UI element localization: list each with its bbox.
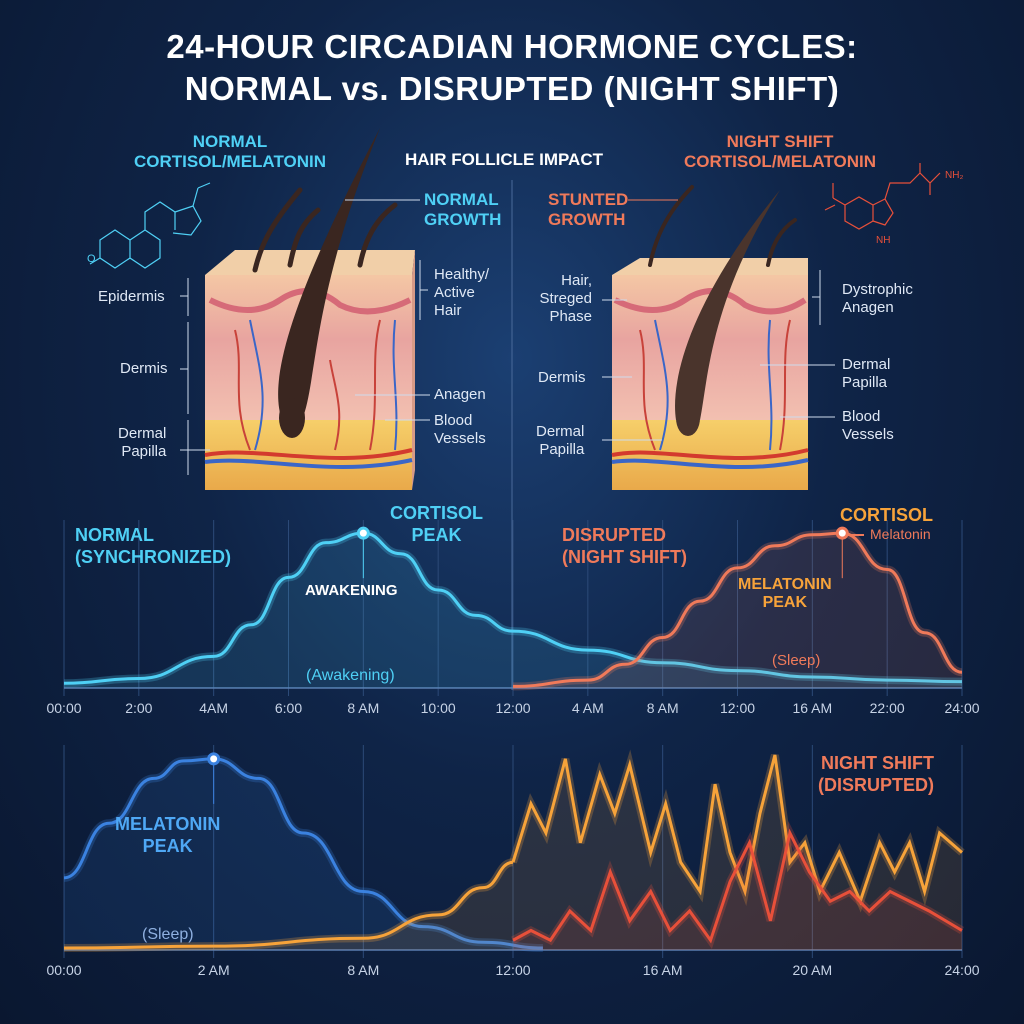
- normal-skin-block: [204, 128, 415, 490]
- melatonin-molecule-icon: [824, 163, 941, 230]
- x-tick-label: 8 AM: [646, 700, 679, 716]
- healthy-hair-label: Healthy/Active Hair: [434, 266, 490, 319]
- peak-marker: [356, 526, 370, 540]
- series-area: [64, 533, 962, 688]
- stunted-growth-label: STUNTED GROWTH: [548, 190, 629, 229]
- epidermis-label: Epidermis: [98, 288, 165, 305]
- cortisol-molecule-icon: [89, 182, 211, 269]
- x-tick-label: 2:00: [125, 700, 153, 716]
- legend-cortisol: CORTISOL: [840, 505, 933, 525]
- dermis-label: Dermis: [120, 360, 168, 377]
- peak-marker: [835, 526, 849, 540]
- normal-growth-label: NORMAL GROWTH: [424, 190, 502, 229]
- melatonin-peak-label: MELATONIN PEAK: [115, 814, 221, 856]
- x-tick-label: 4AM: [199, 700, 229, 716]
- legend-melatonin-swatch: [846, 534, 864, 537]
- cortisol-peak-label: CORTISOL PEAK: [390, 503, 483, 545]
- sleep-label: (Sleep): [142, 926, 194, 943]
- x-tick-label: 24:00: [944, 962, 980, 978]
- x-tick-label: 12:00: [495, 700, 531, 716]
- x-tick-label: 00:00: [46, 700, 82, 716]
- hair-phase-label: Hair, Streged Phase: [539, 272, 592, 325]
- x-tick-label: 16 AM: [642, 962, 683, 978]
- series-area: [513, 755, 962, 950]
- dystrophic-anagen-label: Dystrophic Anagen: [842, 281, 913, 316]
- anagen-label: Anagen: [434, 386, 486, 403]
- page-title: 24-HOUR CIRCADIAN HORMONE CYCLES: NORMAL …: [166, 28, 858, 107]
- x-tick-label: 16 AM: [792, 700, 833, 716]
- leader-lines: [180, 199, 835, 475]
- nh2-label: NH₂: [945, 170, 963, 181]
- nh-label: NH: [876, 235, 890, 246]
- night-shift-heading: NIGHT SHIFT CORTISOL/MELATONIN: [683, 132, 877, 171]
- x-tick-label: 4 AM: [571, 700, 604, 716]
- x-tick-label: 8 AM: [347, 962, 380, 978]
- night-shift-disrupted-label: NIGHT SHIFT (DISRUPTED): [818, 753, 934, 795]
- x-tick-label: 2 AM: [197, 962, 230, 978]
- disrupted-skin-block: [611, 185, 809, 490]
- normal-synchronized-label: NORMAL (SYNCHRONIZED): [75, 525, 231, 567]
- series-line: [63, 860, 514, 950]
- sleep-label-top: (Sleep): [772, 652, 821, 669]
- x-tick-label: 10:00: [420, 700, 456, 716]
- series-area: [513, 533, 962, 688]
- awakening-label: AWAKENING: [305, 582, 398, 599]
- series-area: [513, 833, 962, 950]
- x-tick-label: 24:00: [944, 700, 980, 716]
- dermis-label-right: Dermis: [538, 369, 586, 386]
- legend-melatonin: Melatonin: [846, 526, 931, 542]
- awakening-paren-label: (Awakening): [306, 667, 395, 684]
- hair-follicle-heading: HAIR FOLLICLE IMPACT: [405, 150, 603, 169]
- series-area: [64, 758, 543, 950]
- disrupted-night-shift-label: DISRUPTED (NIGHT SHIFT): [562, 525, 687, 567]
- series-line: [512, 828, 963, 944]
- peak-marker: [207, 752, 221, 766]
- x-tick-label: 12:00: [495, 962, 531, 978]
- series-line: [63, 757, 543, 950]
- melatonin-peak-label-top: MELATONIN PEAK: [738, 576, 832, 611]
- x-tick-label: 12:00: [719, 700, 756, 716]
- dermal-papilla-label: Dermal Papilla: [118, 425, 167, 460]
- x-tick-label: 8 AM: [347, 700, 380, 716]
- dermal-papilla-label-right: Dermal Papilla: [536, 423, 585, 458]
- x-tick-label: 22:00: [869, 700, 905, 716]
- series-line: [511, 754, 963, 906]
- dermal-papilla-label-right2: Dermal Papilla: [842, 356, 891, 391]
- normal-heading: NORMAL CORTISOL/MELATONIN: [133, 132, 327, 171]
- series-line: [63, 531, 963, 685]
- x-tick-label: 00:00: [46, 962, 82, 978]
- x-tick-label: 20 AM: [792, 962, 833, 978]
- x-tick-label: 6:00: [274, 700, 303, 716]
- series-line: [512, 531, 963, 688]
- blood-vessels-label-right: Blood Vessels: [842, 408, 894, 443]
- blood-vessels-label: Blood Vessels: [434, 412, 486, 447]
- cortisol-o: O: [87, 253, 96, 265]
